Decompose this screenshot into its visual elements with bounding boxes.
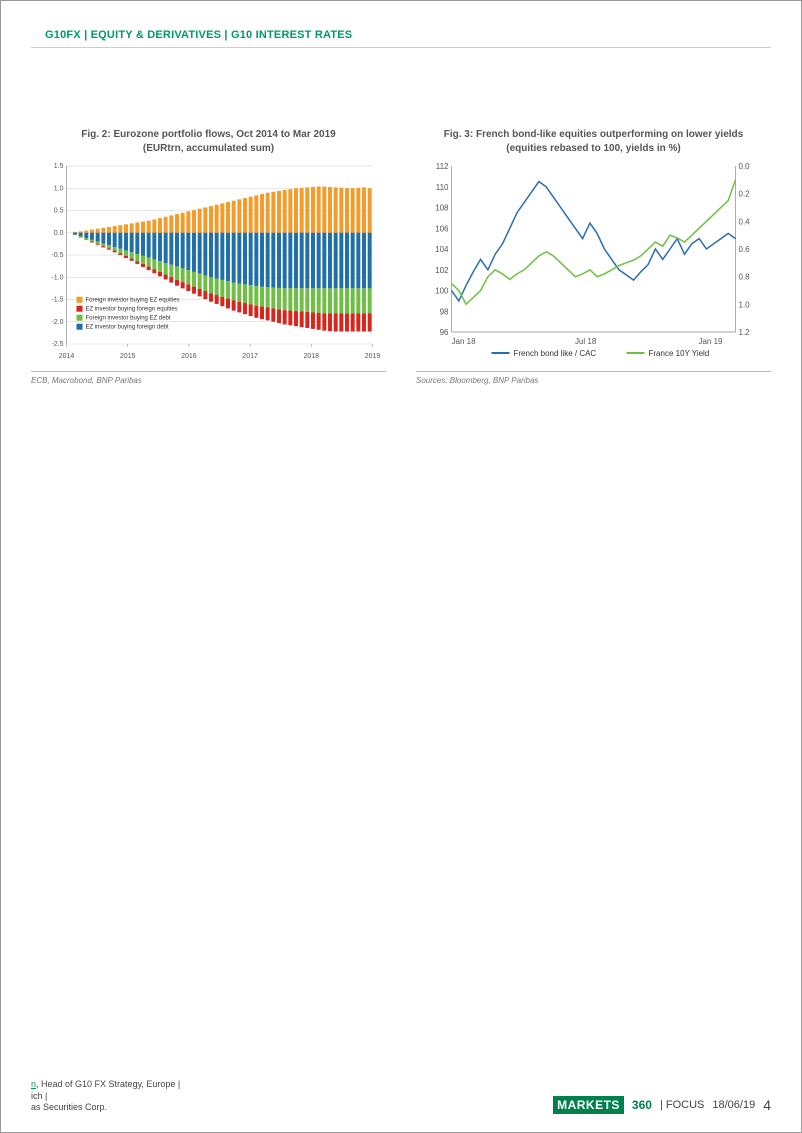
footer-focus: | FOCUS: [660, 1099, 704, 1111]
svg-text:112: 112: [436, 162, 449, 171]
svg-text:0.2: 0.2: [739, 190, 751, 199]
focus-label: FOCUS: [666, 1099, 705, 1111]
svg-text:104: 104: [435, 245, 449, 254]
fig3-title-l2: (equities rebased to 100, yields in %): [506, 143, 681, 154]
fig2-title: Fig. 2: Eurozone portfolio flows, Oct 20…: [31, 128, 386, 156]
svg-text:2017: 2017: [242, 353, 258, 360]
svg-text:0.6: 0.6: [739, 245, 751, 254]
svg-text:1.0: 1.0: [739, 300, 751, 309]
svg-text:Jul 18: Jul 18: [575, 337, 597, 346]
footer-left: n, Head of G10 FX Strategy, Europe | ich…: [31, 1079, 180, 1114]
svg-text:-2.0: -2.0: [51, 319, 63, 326]
svg-text:0.4: 0.4: [739, 217, 751, 226]
svg-text:110: 110: [436, 183, 449, 192]
page-number: 4: [763, 1097, 771, 1113]
page: G10FX | EQUITY & DERIVATIVES | G10 INTER…: [0, 0, 802, 1133]
svg-text:2016: 2016: [181, 353, 197, 360]
svg-text:Jan 18: Jan 18: [452, 337, 477, 346]
brand-box: MARKETS: [553, 1096, 624, 1114]
svg-text:2014: 2014: [59, 353, 75, 360]
footer-l1-rest: , Head of G10 FX Strategy, Europe |: [36, 1079, 180, 1089]
footer: n, Head of G10 FX Strategy, Europe | ich…: [31, 1079, 771, 1114]
fig3-source: Sources: Bloomberg, BNP Paribas: [416, 371, 771, 385]
svg-text:106: 106: [435, 224, 449, 233]
svg-text:0.0: 0.0: [739, 162, 751, 171]
svg-text:98: 98: [440, 307, 449, 316]
svg-text:Foreign investor buying EZ equ: Foreign investor buying EZ equities: [86, 298, 180, 304]
fig2-title-l2: (EURtrn, accumulated sum): [143, 143, 274, 154]
svg-text:France 10Y Yield: France 10Y Yield: [649, 349, 710, 358]
svg-text:French bond like / CAC: French bond like / CAC: [514, 349, 597, 358]
fig3-svg: 96 98 100 102 104 106 108 110 112 0.0 0.2 0.4 0.6 0.8…: [416, 162, 771, 362]
svg-text:1.2: 1.2: [739, 328, 751, 337]
svg-text:102: 102: [435, 266, 449, 275]
svg-text:Jan 19: Jan 19: [698, 337, 723, 346]
svg-text:100: 100: [435, 287, 449, 296]
svg-text:2015: 2015: [120, 353, 136, 360]
svg-text:EZ investor buying foreign equ: EZ investor buying foreign equities: [86, 307, 178, 313]
svg-text:1.5: 1.5: [54, 163, 64, 170]
svg-text:-1.5: -1.5: [51, 297, 63, 304]
footer-l2: ich |: [31, 1091, 47, 1101]
svg-text:96: 96: [440, 328, 449, 337]
svg-text:EZ investor buying foreign deb: EZ investor buying foreign debt: [86, 325, 169, 331]
svg-text:2018: 2018: [304, 353, 320, 360]
fig3-title-l1: Fig. 3: French bond-like equities outper…: [444, 129, 743, 140]
footer-date: 18/06/19: [712, 1099, 755, 1111]
svg-text:108: 108: [435, 204, 449, 213]
svg-text:Foreign investor buying EZ deb: Foreign investor buying EZ debt: [86, 316, 171, 322]
svg-text:-0.5: -0.5: [51, 252, 63, 259]
fig2-panel: Fig. 2: Eurozone portfolio flows, Oct 20…: [31, 128, 386, 385]
header-band: G10FX | EQUITY & DERIVATIVES | G10 INTER…: [31, 21, 771, 48]
footer-l3: as Securities Corp.: [31, 1102, 107, 1112]
fig2-title-l1: Fig. 2: Eurozone portfolio flows, Oct 20…: [81, 129, 336, 140]
svg-text:0.0: 0.0: [54, 230, 64, 237]
svg-text:0.8: 0.8: [739, 273, 751, 282]
fig2-source: ECB, Macrobond, BNP Paribas: [31, 371, 386, 385]
fig3-panel: Fig. 3: French bond-like equities outper…: [416, 128, 771, 385]
svg-text:2019: 2019: [365, 353, 381, 360]
fig2-svg: -2.5 -2.0 -1.5 -1.0 -0.5 0.0 0.5 1.0 1.5 2014 2015…: [31, 162, 386, 362]
svg-text:-1.0: -1.0: [51, 274, 63, 281]
fig3-title: Fig. 3: French bond-like equities outper…: [416, 128, 771, 156]
charts-row: Fig. 2: Eurozone portfolio flows, Oct 20…: [31, 128, 771, 385]
svg-text:1.0: 1.0: [54, 185, 64, 192]
svg-text:-2.5: -2.5: [51, 341, 63, 348]
fig2-chart: -2.5 -2.0 -1.5 -1.0 -0.5 0.0 0.5 1.0 1.5 2014 2015…: [31, 162, 386, 367]
svg-text:0.5: 0.5: [54, 208, 64, 215]
footer-right: MARKETS 360 | FOCUS 18/06/19 4: [553, 1096, 771, 1114]
fig3-chart: 96 98 100 102 104 106 108 110 112 0.0 0.2 0.4 0.6 0.8…: [416, 162, 771, 367]
brand-num: 360: [632, 1098, 652, 1112]
